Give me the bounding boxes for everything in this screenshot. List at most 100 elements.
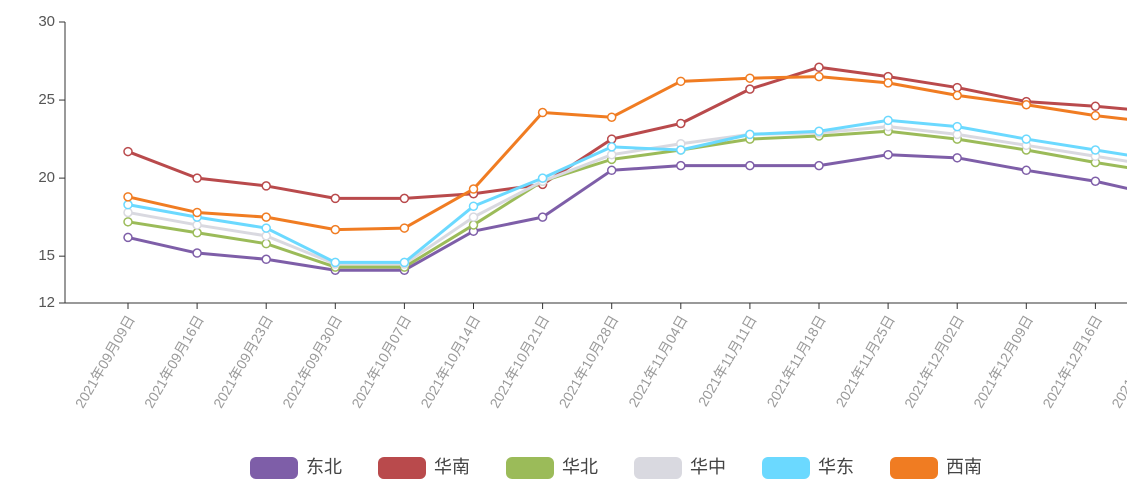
point [261,238,271,249]
legend-swatch [250,457,298,479]
legend-label: 西南 [946,457,982,477]
point [192,228,202,238]
x-tick-label: 2021年12月09日 [970,312,1036,410]
point [1090,145,1101,155]
point [330,257,341,268]
point [952,121,962,132]
y-tick-label: 15 [38,247,55,264]
point [883,115,893,126]
point [537,173,548,183]
point [399,223,410,233]
legend-swatch [762,457,810,479]
point [1090,101,1101,112]
point [952,90,962,101]
x-tick-label: 2021年10月07日 [348,312,414,410]
point [261,231,271,241]
point [123,232,133,243]
point [192,173,202,183]
point [1021,99,1032,110]
point [261,254,271,265]
point [261,223,271,233]
series-line [127,118,1127,264]
x-tick-label: 2021年11月25日 [832,312,897,409]
series-line [127,65,1127,200]
point [330,224,341,235]
point [745,84,755,94]
x-tick-label: 2021年10月14日 [417,312,483,410]
y-tick-label: 12 [38,294,55,311]
point [261,181,271,191]
point [123,192,133,202]
y-tick-label: 20 [38,169,55,186]
legend-label: 华南 [434,457,470,477]
point [399,257,410,268]
point [123,146,133,157]
point [192,207,202,218]
x-tick-label: 2021年09月16日 [141,312,207,410]
series-line [127,129,1127,269]
point [468,220,479,230]
legend-swatch [378,457,426,479]
point [883,78,893,88]
point [606,142,617,152]
y-tick-label: 25 [38,91,55,108]
point [606,112,617,122]
point [537,212,548,222]
point [952,153,962,163]
point [814,62,824,73]
x-tick-label: 2021年11月11日 [695,312,760,409]
point [745,160,755,171]
point [745,129,755,140]
legend-label: 华中 [690,457,726,477]
point [399,193,410,204]
point [537,107,548,118]
series-line [127,75,1127,232]
point [814,160,824,171]
point [261,212,271,222]
series-line [127,153,1127,272]
point [192,220,202,230]
x-tick-label: 2021年10月28日 [556,312,622,410]
point [606,149,617,160]
point [606,134,617,144]
point [814,126,824,137]
x-tick-label: 2021年09月09日 [72,312,138,410]
x-tick-label: 2021年12月02日 [901,312,967,410]
point [1021,134,1032,144]
point [676,76,686,87]
legend-label: 华北 [562,457,598,477]
point [468,201,479,211]
x-tick-label: 2021年11月04日 [625,312,690,409]
point [745,73,755,83]
x-tick-label: 2021年09月30日 [279,312,345,410]
point [123,217,133,227]
legend-swatch [890,457,938,479]
point [952,82,962,93]
point [606,165,617,176]
x-tick-label: 2021年12月16日 [1039,312,1105,410]
legend-label: 东北 [306,457,342,477]
point [814,71,824,82]
point [330,193,341,204]
point [676,118,686,129]
point [468,184,479,194]
point [1021,165,1032,176]
point [676,160,686,171]
point [123,199,133,210]
point [468,212,479,222]
x-tick-label: 2021年12月23日 [1108,312,1127,410]
x-tick-label: 2021年09月23日 [210,312,276,410]
point [192,248,202,258]
legend-swatch [506,457,554,479]
x-tick-label: 2021年11月18日 [763,312,828,409]
point [1090,110,1101,121]
point [952,129,962,140]
point [1090,176,1101,186]
point [123,207,133,218]
point [676,145,686,155]
x-tick-label: 2021年10月21日 [486,312,552,410]
point [883,149,893,160]
y-tick-label: 30 [38,13,55,30]
